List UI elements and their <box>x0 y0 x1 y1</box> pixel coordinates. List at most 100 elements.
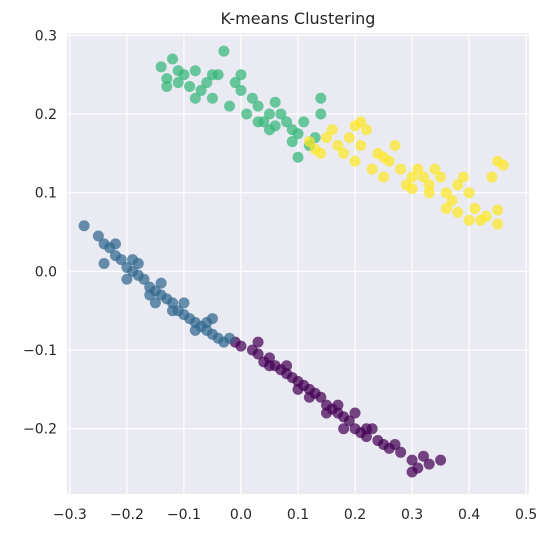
data-point-cluster-2 <box>246 92 258 104</box>
data-point-cluster-3 <box>423 179 435 191</box>
data-point-cluster-1 <box>109 238 121 250</box>
x-tick-label: 0.5 <box>515 507 537 523</box>
data-point-cluster-3 <box>480 210 492 222</box>
data-point-cluster-2 <box>292 128 304 140</box>
data-point-cluster-2 <box>172 77 184 89</box>
data-point-cluster-0 <box>360 431 372 443</box>
y-tick-label: 0.1 <box>35 186 57 202</box>
data-point-cluster-0 <box>435 454 447 466</box>
data-point-cluster-3 <box>303 136 315 148</box>
data-point-cluster-3 <box>492 204 504 216</box>
data-point-cluster-2 <box>286 136 298 148</box>
data-point-cluster-2 <box>241 108 253 120</box>
data-point-cluster-2 <box>184 80 196 92</box>
data-point-cluster-0 <box>252 336 264 348</box>
data-point-cluster-0 <box>406 466 418 478</box>
data-point-cluster-3 <box>326 124 338 136</box>
data-point-cluster-2 <box>229 77 241 89</box>
data-point-cluster-3 <box>378 171 390 183</box>
data-point-cluster-3 <box>446 195 458 207</box>
data-point-cluster-3 <box>429 163 441 175</box>
data-point-cluster-3 <box>315 147 327 159</box>
x-tick-label: 0.0 <box>230 507 252 523</box>
data-point-cluster-1 <box>144 289 156 301</box>
data-point-cluster-2 <box>235 84 247 96</box>
data-point-cluster-3 <box>457 171 469 183</box>
data-point-cluster-1 <box>127 254 139 266</box>
data-point-cluster-3 <box>486 171 498 183</box>
data-point-cluster-2 <box>206 92 218 104</box>
y-tick-label: −0.2 <box>23 422 57 438</box>
data-point-cluster-2 <box>224 100 236 112</box>
data-point-cluster-2 <box>315 108 327 120</box>
data-point-cluster-1 <box>115 254 127 266</box>
data-point-cluster-3 <box>497 159 509 171</box>
data-point-cluster-1 <box>121 273 133 285</box>
data-point-cluster-3 <box>332 139 344 151</box>
data-point-cluster-0 <box>395 446 407 458</box>
data-point-cluster-0 <box>417 450 429 462</box>
data-point-cluster-1 <box>149 297 161 309</box>
data-point-cluster-2 <box>218 45 230 57</box>
data-point-cluster-2 <box>167 53 179 65</box>
data-point-cluster-2 <box>252 100 264 112</box>
data-point-cluster-3 <box>452 206 464 218</box>
data-point-cluster-3 <box>412 163 424 175</box>
data-point-cluster-3 <box>349 155 361 167</box>
data-point-cluster-2 <box>269 96 281 108</box>
y-axis-ticks: −0.2 −0.1 0.0 0.1 0.2 0.3 <box>23 28 57 437</box>
data-point-cluster-0 <box>321 407 333 419</box>
x-tick-label: −0.3 <box>53 507 87 523</box>
data-point-cluster-0 <box>378 438 390 450</box>
data-point-cluster-1 <box>224 332 236 344</box>
data-point-cluster-2 <box>263 124 275 136</box>
data-point-cluster-3 <box>417 171 429 183</box>
data-point-cluster-3 <box>321 132 333 144</box>
data-point-cluster-3 <box>435 171 447 183</box>
x-axis-ticks: −0.3 −0.2 −0.1 0.0 0.1 0.2 0.3 0.4 0.5 <box>53 507 537 523</box>
data-point-cluster-2 <box>189 65 201 77</box>
data-point-cluster-2 <box>172 65 184 77</box>
data-point-cluster-1 <box>98 258 110 269</box>
data-point-cluster-1 <box>155 277 167 289</box>
data-point-cluster-2 <box>252 116 264 128</box>
y-tick-label: 0.3 <box>35 28 57 44</box>
x-tick-label: −0.1 <box>167 507 201 523</box>
data-point-cluster-3 <box>423 187 435 199</box>
data-point-cluster-2 <box>298 116 310 128</box>
x-tick-label: 0.3 <box>401 507 423 523</box>
data-point-cluster-3 <box>338 147 350 159</box>
data-point-cluster-0 <box>258 356 270 368</box>
data-point-cluster-3 <box>366 163 378 175</box>
data-point-cluster-1 <box>167 305 179 317</box>
data-point-cluster-2 <box>155 61 167 73</box>
x-tick-label: −0.2 <box>110 507 144 523</box>
x-tick-label: 0.4 <box>458 507 480 523</box>
data-point-cluster-3 <box>406 171 418 183</box>
data-point-cluster-0 <box>332 399 344 411</box>
data-point-cluster-1 <box>201 317 213 329</box>
data-point-cluster-0 <box>281 360 293 372</box>
data-point-cluster-1 <box>178 297 190 309</box>
x-tick-label: 0.1 <box>287 507 309 523</box>
data-point-cluster-2 <box>195 84 207 96</box>
data-point-cluster-3 <box>406 183 418 195</box>
data-point-cluster-0 <box>389 438 401 450</box>
data-point-cluster-0 <box>252 348 264 360</box>
data-point-cluster-3 <box>360 124 372 136</box>
data-point-cluster-0 <box>343 415 355 427</box>
data-point-cluster-2 <box>161 80 173 92</box>
data-point-cluster-3 <box>452 179 464 191</box>
data-point-cluster-3 <box>440 202 452 214</box>
data-point-cluster-3 <box>469 202 481 214</box>
data-point-cluster-2 <box>206 69 218 81</box>
data-point-cluster-1 <box>92 230 104 242</box>
grid-lines <box>67 33 529 494</box>
data-point-cluster-2 <box>189 92 201 104</box>
data-points <box>78 45 509 478</box>
data-point-cluster-3 <box>440 187 452 199</box>
data-point-cluster-1 <box>189 324 201 336</box>
y-tick-label: 0.2 <box>35 107 57 123</box>
data-point-cluster-0 <box>366 423 378 435</box>
